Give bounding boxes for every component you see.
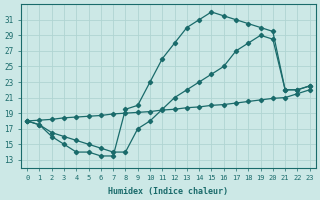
X-axis label: Humidex (Indice chaleur): Humidex (Indice chaleur) xyxy=(108,187,228,196)
